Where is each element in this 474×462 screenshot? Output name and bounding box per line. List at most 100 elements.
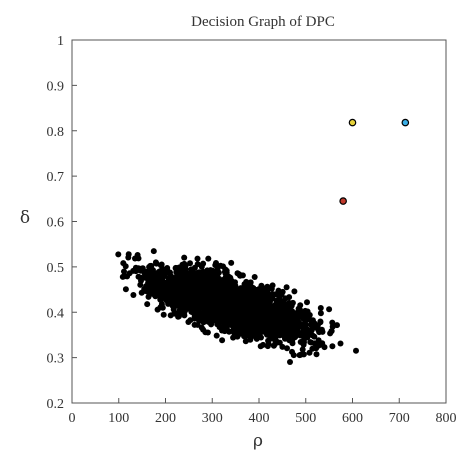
data-point xyxy=(135,255,142,262)
x-tick-label: 800 xyxy=(436,411,457,426)
data-point xyxy=(189,287,196,294)
data-point xyxy=(236,295,243,302)
data-point xyxy=(181,254,188,261)
data-point xyxy=(242,329,249,336)
data-point xyxy=(289,299,296,306)
data-point xyxy=(176,307,183,314)
data-point xyxy=(159,304,166,311)
data-point xyxy=(284,315,291,322)
data-point xyxy=(192,294,199,301)
data-point xyxy=(257,343,264,350)
data-point xyxy=(215,319,222,326)
y-tick-label: 0.8 xyxy=(47,125,65,140)
data-point xyxy=(183,306,190,312)
data-point xyxy=(305,313,312,320)
data-point xyxy=(279,327,286,334)
data-point xyxy=(135,273,142,280)
data-point xyxy=(144,301,151,308)
data-point xyxy=(152,282,159,289)
data-point xyxy=(150,248,157,255)
data-point xyxy=(279,343,286,350)
data-point xyxy=(208,319,215,326)
data-point xyxy=(317,341,324,348)
data-point xyxy=(249,287,256,294)
data-point xyxy=(159,266,166,272)
data-point xyxy=(173,273,180,280)
data-point xyxy=(194,255,201,262)
data-point xyxy=(217,314,224,321)
data-point xyxy=(181,269,188,276)
data-point xyxy=(205,255,212,262)
data-point xyxy=(308,339,315,346)
y-tick-label: 0.5 xyxy=(47,261,65,276)
data-point xyxy=(274,321,281,328)
data-point xyxy=(205,296,212,303)
data-point xyxy=(218,290,225,297)
data-point xyxy=(167,274,174,281)
data-point xyxy=(175,313,182,320)
y-tick-label: 0.7 xyxy=(47,170,65,185)
data-point xyxy=(260,318,267,325)
data-point xyxy=(249,307,256,314)
x-tick-label: 700 xyxy=(389,411,410,426)
data-point xyxy=(224,290,231,296)
cluster-center-point xyxy=(348,118,357,127)
data-point xyxy=(270,329,276,335)
data-point xyxy=(291,288,298,295)
data-point xyxy=(220,263,226,270)
data-point xyxy=(157,271,163,278)
data-point xyxy=(353,347,359,354)
data-point xyxy=(216,275,222,282)
data-point xyxy=(200,326,207,333)
data-point xyxy=(275,287,282,294)
data-point xyxy=(259,325,266,331)
data-point xyxy=(304,299,310,306)
data-point xyxy=(167,283,174,289)
x-tick-label: 400 xyxy=(249,411,270,426)
data-point xyxy=(146,267,153,274)
data-point xyxy=(218,285,225,292)
data-point xyxy=(121,268,127,275)
data-point xyxy=(259,294,266,301)
y-axis-label: δ xyxy=(20,208,30,228)
data-point xyxy=(234,270,241,277)
data-point xyxy=(160,311,167,318)
data-point xyxy=(337,340,344,347)
data-point xyxy=(313,345,320,352)
highlighted-points xyxy=(339,118,410,205)
data-point xyxy=(201,289,207,295)
data-point xyxy=(313,351,320,358)
x-tick-label: 100 xyxy=(108,411,129,426)
data-point xyxy=(300,332,307,338)
data-point xyxy=(292,317,299,324)
data-point xyxy=(228,259,235,266)
data-point xyxy=(132,268,139,275)
data-point xyxy=(164,297,171,304)
y-tick-label: 1 xyxy=(57,34,64,49)
data-point xyxy=(158,289,165,296)
data-point xyxy=(268,324,275,331)
data-point xyxy=(212,262,219,269)
data-point xyxy=(122,263,129,270)
data-point xyxy=(201,303,208,310)
data-point xyxy=(219,337,226,344)
data-point xyxy=(209,290,216,297)
data-point xyxy=(130,292,137,298)
data-point xyxy=(216,324,223,331)
data-point xyxy=(122,286,129,293)
data-point xyxy=(171,301,178,307)
cluster-center-point xyxy=(401,118,410,127)
data-point xyxy=(207,308,214,315)
data-point xyxy=(126,270,133,277)
data-point xyxy=(200,319,207,326)
data-point xyxy=(282,295,289,302)
data-point xyxy=(204,329,211,336)
data-point xyxy=(226,328,233,335)
chart-title: Decision Graph of DPC xyxy=(191,14,335,30)
data-point xyxy=(145,293,152,300)
data-point xyxy=(115,251,122,258)
data-point xyxy=(329,343,336,350)
data-point xyxy=(266,313,273,320)
data-point xyxy=(218,295,224,301)
data-point xyxy=(238,288,245,295)
